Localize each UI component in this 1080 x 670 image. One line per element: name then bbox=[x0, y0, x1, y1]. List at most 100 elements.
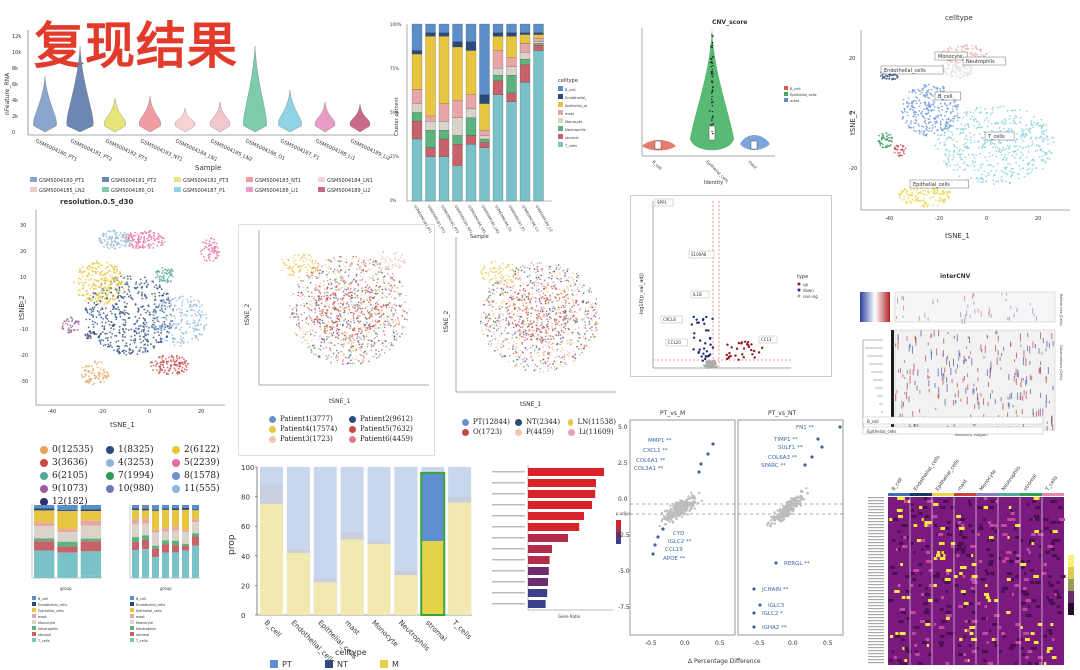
tsne-point bbox=[194, 312, 197, 315]
tsne-point bbox=[158, 305, 161, 308]
tsne-point bbox=[181, 366, 184, 369]
tsne-point bbox=[973, 169, 976, 172]
tsne-point bbox=[578, 353, 581, 356]
tsne-point bbox=[96, 322, 99, 325]
tsne-point bbox=[124, 336, 126, 338]
tsne-point bbox=[984, 108, 987, 110]
tsne-point bbox=[384, 326, 386, 329]
tsne-point bbox=[495, 308, 497, 311]
tsne-point bbox=[879, 74, 882, 77]
tsne-point bbox=[337, 337, 340, 340]
tsne-point bbox=[179, 315, 182, 317]
tsne-point bbox=[1021, 133, 1024, 136]
tsne-point bbox=[323, 295, 325, 298]
tsne-point bbox=[502, 294, 505, 296]
cluster-label-box bbox=[934, 91, 961, 101]
tsne-point bbox=[374, 323, 377, 326]
tsne-point bbox=[370, 343, 373, 346]
tsne-point bbox=[571, 342, 573, 344]
tsne-point bbox=[164, 307, 167, 310]
tsne-point bbox=[1041, 155, 1044, 157]
tsne-point bbox=[393, 303, 396, 306]
tsne-point bbox=[405, 294, 407, 297]
tsne-point bbox=[923, 201, 926, 204]
tsne-point bbox=[956, 169, 959, 172]
tsne-point bbox=[1007, 127, 1010, 130]
y-tick-label: 0 bbox=[12, 130, 15, 136]
tsne-point bbox=[106, 297, 109, 300]
tsne-point bbox=[981, 163, 984, 166]
tsne-point bbox=[904, 121, 907, 124]
tsne-point bbox=[341, 332, 343, 335]
tsne-point bbox=[344, 265, 347, 267]
legend-label: 10(980) bbox=[118, 484, 154, 494]
tsne-point bbox=[171, 333, 174, 336]
tsne-point bbox=[518, 355, 520, 358]
tsne-point bbox=[888, 77, 891, 80]
tsne-point bbox=[891, 136, 893, 139]
tsne-point bbox=[934, 117, 937, 120]
tsne-point bbox=[1000, 179, 1003, 181]
tsne-point bbox=[592, 304, 594, 307]
tsne-point bbox=[919, 90, 921, 92]
tsne-point bbox=[520, 354, 522, 357]
legend-label: B_cell bbox=[565, 88, 575, 92]
tsne-point bbox=[940, 192, 942, 195]
tsne-point bbox=[922, 115, 925, 118]
tsne-point bbox=[556, 308, 559, 311]
tsne-point bbox=[533, 268, 536, 270]
tsne-point bbox=[338, 320, 341, 322]
tsne-point bbox=[1010, 128, 1013, 131]
tsne-point bbox=[349, 321, 352, 323]
tsne-point bbox=[1000, 169, 1003, 172]
tsne-point bbox=[900, 192, 903, 194]
tsne-point bbox=[992, 106, 994, 109]
tsne-point bbox=[319, 310, 321, 312]
tsne-point bbox=[557, 264, 560, 266]
tsne-point bbox=[590, 291, 593, 293]
tsne-point bbox=[1001, 120, 1004, 123]
tsne-point bbox=[973, 156, 976, 159]
tsne-point bbox=[506, 338, 508, 340]
tsne-point bbox=[999, 105, 1001, 108]
tsne-point bbox=[893, 146, 896, 149]
tsne-point bbox=[344, 284, 346, 287]
cluster-label: B_cell bbox=[938, 94, 953, 100]
legend-swatch bbox=[318, 187, 325, 192]
stack-bar-segment bbox=[465, 108, 477, 118]
tsne-point bbox=[166, 281, 168, 284]
tsne-point bbox=[339, 272, 342, 275]
tsne-point bbox=[485, 313, 487, 316]
tsne-point bbox=[99, 272, 102, 275]
tsne-point bbox=[960, 68, 962, 71]
tsne-point bbox=[559, 350, 562, 353]
tsne-point bbox=[97, 336, 100, 338]
y-axis-label: nFeature_RNA bbox=[4, 72, 11, 115]
tsne-point bbox=[158, 278, 161, 280]
tsne-point bbox=[368, 323, 371, 325]
tsne-point bbox=[1035, 167, 1038, 169]
tsne-point bbox=[114, 265, 117, 268]
tsne-point bbox=[118, 331, 121, 334]
tsne-point bbox=[342, 354, 345, 357]
tsne-point bbox=[371, 277, 374, 279]
tsne-point bbox=[365, 333, 368, 335]
tsne-point bbox=[990, 141, 993, 144]
tsne-point bbox=[961, 49, 964, 52]
tsne-point bbox=[908, 200, 911, 203]
tsne-point bbox=[142, 339, 145, 342]
tsne-point bbox=[102, 377, 104, 380]
tsne-point bbox=[337, 260, 339, 262]
tsne-point bbox=[921, 114, 924, 117]
tsne-point bbox=[1052, 141, 1055, 144]
tsne-point bbox=[357, 296, 359, 298]
stack-bar-segment bbox=[465, 41, 477, 51]
tsne-point bbox=[162, 361, 165, 364]
tsne-point bbox=[142, 232, 145, 235]
outlier-point bbox=[710, 65, 712, 68]
tsne-point bbox=[314, 262, 316, 264]
tsne-point bbox=[915, 130, 918, 132]
tsne-point bbox=[932, 99, 934, 102]
tsne-point bbox=[992, 146, 995, 149]
tsne-point bbox=[320, 272, 322, 275]
